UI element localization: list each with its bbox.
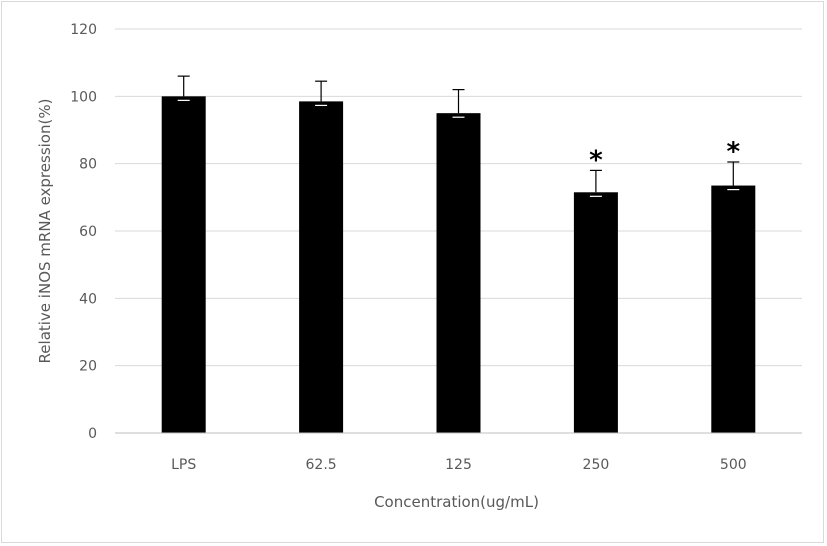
y-tick-label: 20 (79, 359, 97, 375)
error-bar (727, 161, 740, 191)
x-tick-label: LPS (171, 457, 196, 473)
y-tick-label: 120 (70, 22, 97, 38)
significance-star: * (589, 145, 603, 175)
y-tick-label: 40 (79, 291, 97, 307)
y-tick-label: 60 (79, 224, 97, 240)
bar (299, 101, 344, 433)
significance-star: * (726, 137, 740, 167)
bar (711, 185, 756, 433)
bar (573, 192, 618, 433)
x-tick-label: 500 (720, 457, 747, 473)
error-bar (315, 80, 328, 107)
x-axis-title: Concentration(ug/mL) (374, 493, 539, 511)
y-tick-label: 100 (70, 89, 97, 105)
y-axis-title: Relative iNOS mRNA expression(%) (36, 99, 54, 364)
bar-series (161, 96, 756, 434)
x-tick-label: 62.5 (306, 457, 337, 473)
x-axis-ticks: LPS 62.5 125 250 500 (171, 457, 747, 473)
y-axis-ticks: 0 20 40 60 80 100 120 (70, 22, 97, 442)
error-bar (177, 75, 190, 101)
significance-annotations: * * (589, 137, 740, 175)
error-bar (452, 88, 465, 118)
x-tick-label: 125 (445, 457, 472, 473)
error-bar (589, 169, 602, 197)
bar (161, 96, 206, 433)
bar (436, 113, 481, 434)
y-tick-label: 80 (79, 157, 97, 173)
y-tick-label: 0 (88, 426, 97, 442)
error-bars (177, 75, 740, 197)
x-tick-label: 250 (583, 457, 610, 473)
